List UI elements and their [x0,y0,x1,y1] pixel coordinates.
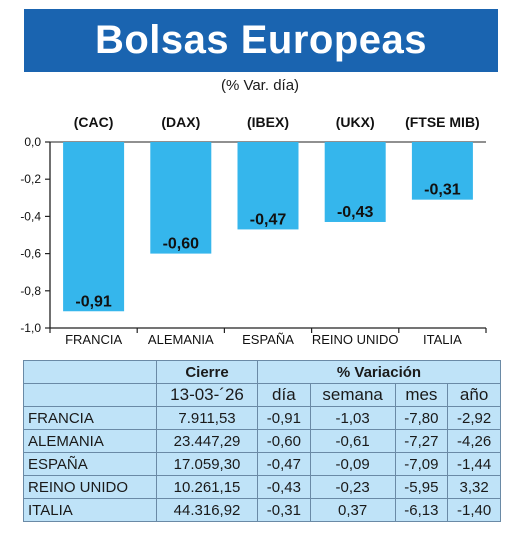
month-value: -7,27 [394,429,449,453]
month-value: -7,09 [394,452,449,476]
date-header: 13-03-´26 [156,383,258,407]
table-row: ALEMANIA 23.447,29 -0,60 -0,61 -7,27 -4,… [22,429,501,453]
empty-header-cell [22,383,158,407]
close-value: 17.059,30 [156,452,258,476]
y-tick-label: 0,0 [24,135,41,149]
year-value: 3,32 [447,475,501,499]
close-value: 7.911,53 [156,406,258,430]
bar [150,142,212,254]
index-code-label: (IBEX) [247,114,289,130]
month-value: -7,80 [394,406,449,430]
week-value: -1,03 [309,406,396,430]
month-value: -6,13 [394,498,449,522]
bar-chart: 0,0 -0,2 -0,4 -0,6 -0,8 -1,0 -0,91 (CAC) FRANCIA… [20,114,487,347]
table-row: ESPAÑA 17.059,30 -0,47 -0,09 -7,09 -1,44 [22,452,501,476]
chart-title: Bolsas Europeas [94,18,428,62]
x-category-label: FRANCIA [65,332,122,347]
empty-header-cell [22,360,158,384]
x-category-label: REINO UNIDO [312,332,399,347]
table-row: REINO UNIDO 10.261,15 -0,43 -0,23 -5,95 … [22,475,501,499]
week-value: -0,61 [309,429,396,453]
x-category-label: ESPAÑA [242,332,294,347]
close-value: 10.261,15 [156,475,258,499]
bar-value-label: -0,31 [424,182,461,199]
bar-value-label: -0,43 [337,204,374,221]
bar-value-label: -0,91 [75,293,112,310]
bar-value-label: -0,47 [250,211,287,228]
day-value: -0,31 [257,498,311,522]
index-code-label: (CAC) [74,114,114,130]
row-name: FRANCIA [22,406,158,430]
y-tick-label: -0,2 [20,172,41,186]
row-name: ALEMANIA [22,429,158,453]
chart-subtitle: (% Var. día) [220,77,300,94]
index-code-label: (DAX) [161,114,200,130]
bar [324,142,386,222]
year-value: -4,26 [447,429,501,453]
week-header: semana [309,383,396,407]
variation-group-header: % Variación [257,360,501,384]
day-value: -0,43 [257,475,311,499]
bar [63,142,125,312]
year-value: -1,40 [447,498,501,522]
day-value: -0,47 [257,452,311,476]
table-row: FRANCIA 7.911,53 -0,91 -1,03 -7,80 -2,92 [22,406,501,430]
index-code-label: (UKX) [336,114,375,130]
row-name: ITALIA [22,498,158,522]
x-category-label: ITALIA [423,332,462,347]
month-value: -5,95 [394,475,449,499]
y-tick-label: -0,4 [20,209,41,223]
y-tick-label: -0,6 [20,247,41,261]
row-name: ESPAÑA [22,452,158,476]
year-value: -1,44 [447,452,501,476]
table-row: ITALIA 44.316,92 -0,31 0,37 -6,13 -1,40 [22,498,501,522]
day-value: -0,60 [257,429,311,453]
week-value: -0,09 [309,452,396,476]
y-tick-label: -0,8 [20,284,41,298]
bar [411,142,473,200]
index-code-label: (FTSE MIB) [405,114,480,130]
week-value: 0,37 [309,498,396,522]
row-name: REINO UNIDO [22,475,158,499]
bar-value-label: -0,60 [163,236,200,253]
close-value: 44.316,92 [156,498,258,522]
week-value: -0,23 [309,475,396,499]
year-header: año [447,383,501,407]
table-group-header-row: Cierre % Variación [22,360,501,384]
close-value: 23.447,29 [156,429,258,453]
day-header: día [257,383,311,407]
x-category-label: ALEMANIA [148,332,214,347]
table-sub-header-row: 13-03-´26 día semana mes año [22,383,501,407]
y-tick-label: -1,0 [20,321,41,335]
bar [237,142,299,230]
month-header: mes [394,383,449,407]
close-group-header: Cierre [156,360,258,384]
market-table: Cierre % Variación 13-03-´26 día semana … [22,360,501,522]
day-value: -0,91 [257,406,311,430]
year-value: -2,92 [447,406,501,430]
title-banner: Bolsas Europeas [24,9,498,72]
